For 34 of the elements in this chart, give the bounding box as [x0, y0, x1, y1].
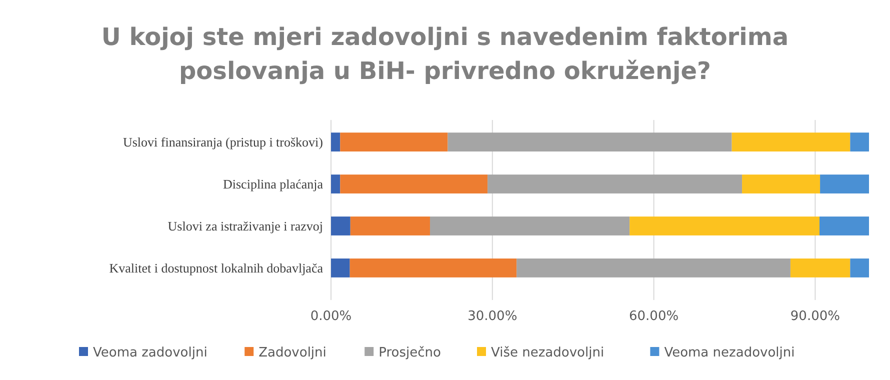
- bar: [430, 216, 630, 236]
- x-tick-label: 90.00%: [790, 309, 840, 324]
- bar: [350, 216, 430, 236]
- bar: [340, 174, 488, 194]
- bar: [742, 174, 820, 194]
- legend-label: Prosječno: [378, 346, 441, 361]
- bar: [516, 258, 790, 278]
- bar: [340, 132, 448, 152]
- y-tick-label: Uslovi za istraživanje i razvoj: [168, 218, 323, 234]
- bar: [331, 216, 350, 236]
- legend-label: Veoma zadovoljni: [93, 346, 208, 361]
- y-tick-label: Uslovi finansiranja (pristup i troškovi): [122, 134, 323, 150]
- bar: [850, 258, 869, 278]
- x-tick-label: 60.00%: [629, 309, 679, 324]
- bar: [850, 132, 869, 152]
- bar: [331, 132, 340, 152]
- bar: [790, 258, 850, 278]
- legend-label: Zadovoljni: [258, 346, 326, 361]
- bar: [732, 132, 850, 152]
- bar: [820, 174, 869, 194]
- legend-label: Veoma nezadovoljni: [664, 346, 795, 361]
- bar: [331, 174, 340, 194]
- bar: [488, 174, 742, 194]
- legend-label: Više nezadovoljni: [491, 346, 604, 361]
- y-tick-label: Kvalitet i dostupnost lokalnih dobavljača: [109, 260, 324, 276]
- x-tick-label: 30.00%: [468, 309, 518, 324]
- bar: [820, 216, 869, 236]
- x-tick-label: 0.00%: [310, 309, 352, 324]
- bar: [630, 216, 820, 236]
- bar: [331, 258, 350, 278]
- y-tick-label: Disciplina plaćanja: [223, 176, 324, 192]
- bar: [350, 258, 517, 278]
- bar: [448, 132, 732, 152]
- chart-title: U kojoj ste mjeri zadovoljni s navedenim faktorima poslovanja u BiH- privredno okruženje?: [101, 23, 789, 85]
